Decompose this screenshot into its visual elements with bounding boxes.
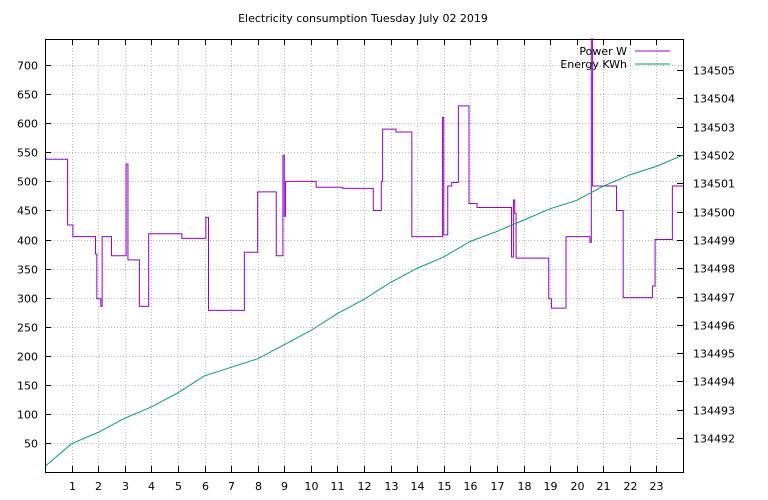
legend-label-energy: Energy KWh (560, 58, 627, 71)
y-tick-label: 500 (17, 176, 38, 189)
x-tick-label: 5 (175, 480, 182, 493)
y-tick-label: 400 (17, 235, 38, 248)
axis-ticks: 1 2 3 4 5 6 7 8 9 10 11 12 13 14 15 16 17 18 19 20 21 22 23501… (17, 39, 735, 493)
y2-tick-label: 134498 (693, 263, 735, 276)
x-tick-label: 18 (518, 480, 532, 493)
x-tick-label: 17 (491, 480, 505, 493)
x-tick-label: 9 (281, 480, 288, 493)
x-tick-label: 8 (255, 480, 262, 493)
x-tick-label: 21 (597, 480, 611, 493)
x-tick-label: 23 (650, 480, 664, 493)
y-tick-label: 550 (17, 147, 38, 160)
x-tick-label: 16 (464, 480, 478, 493)
y2-tick-label: 134494 (693, 376, 735, 389)
series-line-energy (44, 154, 684, 467)
y-tick-label: 450 (17, 205, 38, 218)
series-layer (44, 38, 684, 467)
x-tick-label: 10 (305, 480, 319, 493)
x-tick-label: 11 (331, 480, 345, 493)
x-tick-label: 3 (122, 480, 129, 493)
legend: Power W Energy KWh (560, 45, 670, 71)
y-tick-label: 650 (17, 89, 38, 102)
grid (45, 39, 683, 472)
series-line-power (44, 38, 683, 311)
plot-frame (45, 39, 684, 473)
x-tick-label: 15 (438, 480, 452, 493)
y2-tick-label: 134493 (693, 405, 735, 418)
y2-tick-label: 134504 (693, 93, 735, 106)
x-tick-label: 13 (385, 480, 399, 493)
y-tick-label: 600 (17, 118, 38, 131)
y2-tick-label: 134499 (693, 235, 735, 248)
y2-tick-label: 134500 (693, 207, 735, 220)
y-tick-label: 250 (17, 322, 38, 335)
y2-tick-label: 134496 (693, 320, 735, 333)
chart-title: Electricity consumption Tuesday July 02 … (238, 12, 488, 25)
x-tick-label: 4 (148, 480, 155, 493)
y2-tick-label: 134501 (693, 178, 735, 191)
x-tick-label: 20 (571, 480, 585, 493)
y2-tick-label: 134505 (693, 65, 735, 78)
y-tick-label: 150 (17, 380, 38, 393)
y-tick-label: 100 (17, 409, 38, 422)
x-tick-label: 12 (358, 480, 372, 493)
y-tick-label: 200 (17, 351, 38, 364)
x-tick-label: 6 (202, 480, 209, 493)
y-tick-label: 300 (17, 293, 38, 306)
y2-tick-label: 134503 (693, 122, 735, 135)
y-tick-label: 50 (24, 438, 38, 451)
x-tick-label: 22 (624, 480, 638, 493)
x-tick-label: 14 (411, 480, 425, 493)
y-tick-label: 350 (17, 264, 38, 277)
y2-tick-label: 134502 (693, 150, 735, 163)
x-tick-label: 2 (95, 480, 102, 493)
x-tick-label: 1 (69, 480, 76, 493)
y2-tick-label: 134497 (693, 292, 735, 305)
y2-tick-label: 134492 (693, 433, 735, 446)
legend-label-power: Power W (579, 45, 627, 58)
y2-tick-label: 134495 (693, 348, 735, 361)
x-tick-label: 7 (228, 480, 235, 493)
y-tick-label: 700 (17, 60, 38, 73)
x-tick-label: 19 (544, 480, 558, 493)
